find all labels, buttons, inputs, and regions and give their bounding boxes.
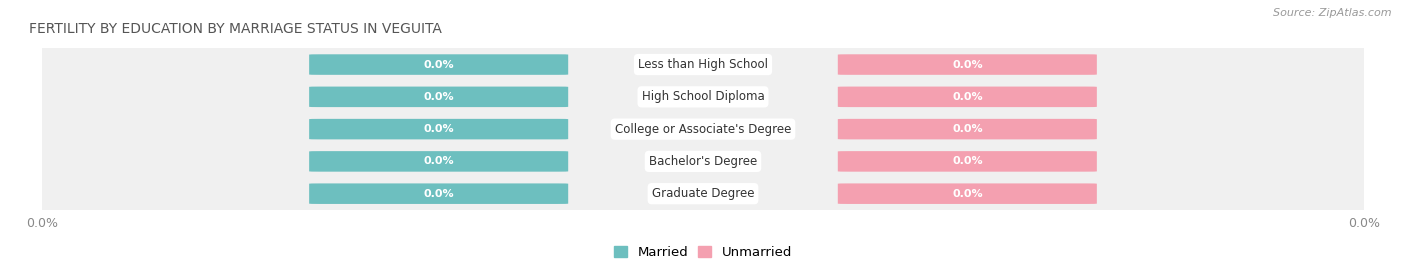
FancyBboxPatch shape <box>309 87 568 107</box>
FancyBboxPatch shape <box>838 87 1097 107</box>
Text: Less than High School: Less than High School <box>638 58 768 71</box>
Bar <box>42 113 1364 145</box>
Text: Graduate Degree: Graduate Degree <box>652 187 754 200</box>
Bar <box>42 145 1364 178</box>
Text: 0.0%: 0.0% <box>423 59 454 70</box>
FancyBboxPatch shape <box>309 119 568 139</box>
FancyBboxPatch shape <box>838 151 1097 172</box>
Text: FERTILITY BY EDUCATION BY MARRIAGE STATUS IN VEGUITA: FERTILITY BY EDUCATION BY MARRIAGE STATU… <box>30 22 441 36</box>
Text: High School Diploma: High School Diploma <box>641 90 765 103</box>
Text: 0.0%: 0.0% <box>952 92 983 102</box>
Text: 0.0%: 0.0% <box>952 156 983 167</box>
FancyBboxPatch shape <box>838 54 1097 75</box>
FancyBboxPatch shape <box>309 151 568 172</box>
FancyBboxPatch shape <box>838 119 1097 139</box>
FancyBboxPatch shape <box>838 183 1097 204</box>
Text: 0.0%: 0.0% <box>952 189 983 199</box>
Text: 0.0%: 0.0% <box>952 59 983 70</box>
FancyBboxPatch shape <box>309 54 568 75</box>
FancyBboxPatch shape <box>309 183 568 204</box>
Text: 0.0%: 0.0% <box>423 189 454 199</box>
Text: Source: ZipAtlas.com: Source: ZipAtlas.com <box>1274 8 1392 18</box>
Text: 0.0%: 0.0% <box>423 124 454 134</box>
Legend: Married, Unmarried: Married, Unmarried <box>609 241 797 264</box>
Bar <box>42 48 1364 81</box>
Text: College or Associate's Degree: College or Associate's Degree <box>614 123 792 136</box>
Text: 0.0%: 0.0% <box>952 124 983 134</box>
Bar <box>42 178 1364 210</box>
Text: Bachelor's Degree: Bachelor's Degree <box>650 155 756 168</box>
Bar <box>42 81 1364 113</box>
Text: 0.0%: 0.0% <box>423 92 454 102</box>
Text: 0.0%: 0.0% <box>423 156 454 167</box>
